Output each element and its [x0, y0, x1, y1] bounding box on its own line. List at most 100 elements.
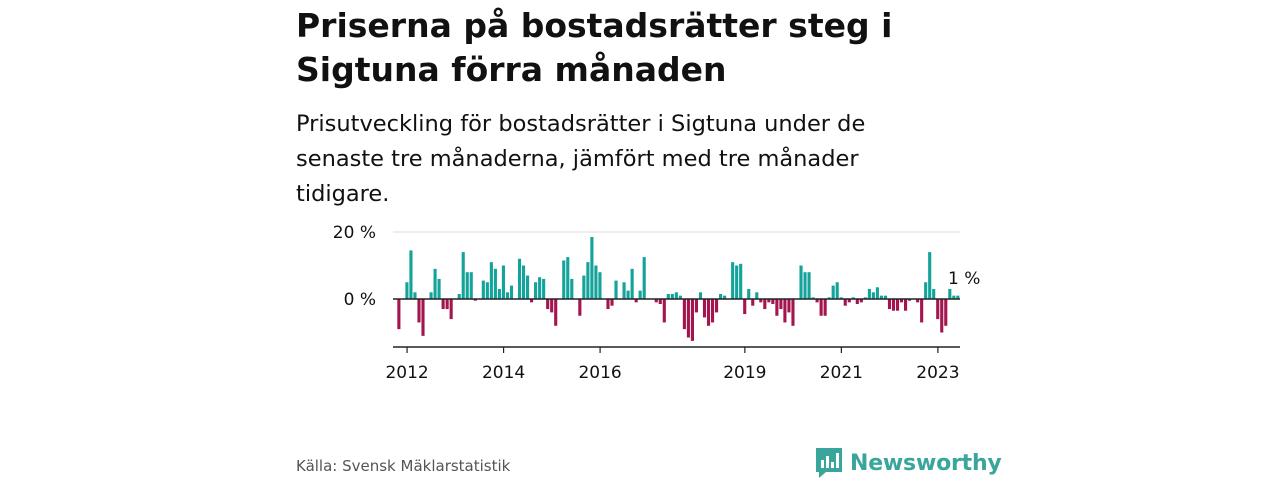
bar-2016-05 — [606, 299, 610, 310]
x-tick-label: 2019 — [723, 363, 766, 383]
bar-2016-02 — [594, 265, 598, 299]
bar-2019-01 — [735, 265, 739, 299]
bar-2019-09 — [767, 299, 771, 303]
bar-2015-01 — [542, 278, 546, 299]
bar-2019-06 — [755, 292, 759, 299]
bar-2013-05 — [461, 252, 465, 299]
bar-2019-08 — [763, 299, 767, 310]
x-tick-label: 2023 — [916, 363, 959, 383]
bar-2022-07 — [904, 299, 908, 311]
bar-2023-01 — [928, 252, 932, 299]
bar-2013-01 — [445, 299, 449, 310]
bar-2019-02 — [739, 263, 743, 299]
bar-2013-07 — [469, 272, 473, 299]
bar-2012-07 — [421, 299, 425, 336]
bar-2020-11 — [823, 299, 827, 316]
y-tick-label: 0 % — [344, 290, 376, 310]
bar-2017-01 — [638, 290, 642, 300]
bar-2019-04 — [747, 288, 751, 299]
chart-subtitle: Prisutveckling för bostadsrätter i Sigtu… — [296, 111, 866, 207]
bar-2012-05 — [413, 292, 417, 299]
bar-2012-10 — [433, 268, 437, 299]
bar-2017-10 — [674, 292, 678, 299]
bar-2017-02 — [642, 257, 646, 300]
bar-2023-08 — [956, 295, 960, 299]
bar-2021-07 — [855, 299, 859, 305]
bar-2012-01 — [397, 299, 401, 330]
bar-2022-04 — [891, 299, 896, 311]
bar-2015-10 — [578, 299, 582, 316]
bar-2018-12 — [731, 262, 735, 299]
bar-2021-08 — [859, 299, 863, 303]
chart-card: Priserna på bostadsrätter steg i Sigtuna… — [296, 0, 1002, 480]
bar-2013-08 — [473, 299, 477, 301]
bar-2015-03 — [550, 299, 554, 313]
bar-2018-02 — [690, 299, 694, 341]
bar-2020-06 — [803, 272, 807, 299]
bar-2019-12 — [779, 299, 783, 310]
bar-2018-04 — [698, 292, 703, 299]
bar-2020-01 — [783, 299, 787, 323]
bar-2017-08 — [666, 293, 670, 299]
bar-2023-07 — [952, 295, 956, 299]
bar-2017-09 — [670, 293, 674, 299]
bar-2014-01 — [493, 268, 497, 299]
bar-2015-04 — [554, 299, 558, 326]
bar-2015-06 — [562, 260, 566, 299]
newsworthy-brand[interactable]: Newsworthy — [814, 446, 1002, 480]
bar-2015-08 — [570, 278, 574, 299]
bar-2013-04 — [457, 293, 461, 299]
bar-2014-08 — [521, 265, 526, 299]
bar-2017-11 — [678, 295, 682, 299]
bar-2023-03 — [936, 299, 940, 320]
bar-2015-07 — [566, 257, 570, 300]
bar-2014-09 — [526, 275, 530, 299]
bar-2023-04 — [940, 299, 944, 333]
bar-2023-05 — [944, 299, 948, 326]
bar-2012-11 — [437, 278, 441, 299]
bar-2019-07 — [759, 299, 763, 303]
bar-2023-06 — [948, 288, 952, 299]
bar-2016-03 — [598, 272, 602, 299]
bar-2020-12 — [827, 297, 831, 299]
bar-2018-10 — [723, 295, 727, 299]
bar-2014-03 — [501, 265, 505, 299]
bar-2016-10 — [626, 290, 630, 300]
bar-2021-03 — [839, 297, 843, 299]
y-tick-label: 20 % — [333, 223, 376, 243]
bar-2022-11 — [920, 299, 924, 323]
bar-2021-11 — [871, 292, 875, 299]
brand-name: Newsworthy — [850, 450, 1002, 476]
bar-2016-01 — [590, 237, 594, 299]
bar-2018-01 — [686, 299, 690, 338]
bar-2021-04 — [843, 299, 847, 306]
bar-2016-12 — [634, 299, 638, 303]
bar-2017-05 — [654, 299, 658, 303]
bar-chart: 0 % 20 % 2012 2014 2016 2019 2021 2023 1 % — [333, 223, 981, 383]
bar-2021-12 — [875, 287, 879, 299]
bar-2022-10 — [916, 299, 920, 303]
newsworthy-logo-icon — [816, 448, 842, 478]
bar-2020-02 — [787, 299, 791, 313]
bar-2019-05 — [751, 299, 755, 306]
bar-2018-06 — [706, 299, 711, 326]
bar-2014-12 — [538, 277, 542, 299]
bar-2015-11 — [582, 275, 586, 299]
bar-2015-02 — [546, 299, 550, 310]
bar-2022-03 — [887, 299, 892, 310]
bar-2013-06 — [465, 272, 469, 299]
bar-2021-02 — [835, 282, 839, 299]
latest-value-label: 1 % — [948, 269, 980, 289]
bar-2021-06 — [851, 297, 855, 299]
bar-2018-07 — [710, 299, 715, 323]
x-tick-label: 2014 — [482, 363, 525, 383]
bar-2016-11 — [630, 268, 634, 299]
bar-2012-04 — [409, 250, 413, 299]
bar-2013-12 — [489, 262, 493, 299]
bar-2021-05 — [847, 299, 851, 303]
bar-2019-11 — [775, 299, 779, 316]
bar-2016-06 — [610, 299, 614, 306]
bar-2014-02 — [497, 288, 501, 299]
bar-layer — [397, 237, 960, 341]
bar-2020-10 — [819, 299, 823, 316]
